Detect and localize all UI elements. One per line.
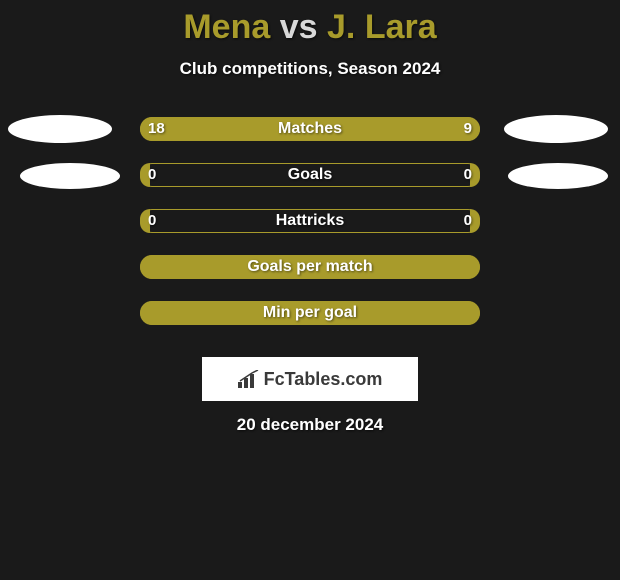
stat-label: Matches <box>140 117 480 141</box>
stat-bar: Min per goal <box>140 301 480 325</box>
player2-name: J. Lara <box>327 8 437 46</box>
logo-box: FcTables.com <box>202 357 418 401</box>
player1-marker <box>20 163 120 189</box>
stats-container: 189Matches 00Goals 00Hattricks Goals per ma… <box>0 117 620 347</box>
stat-bar: 189Matches <box>140 117 480 141</box>
player2-marker <box>508 163 608 189</box>
player1-marker <box>8 115 112 143</box>
player2-marker <box>504 115 608 143</box>
stat-label: Min per goal <box>140 301 480 325</box>
date: 20 december 2024 <box>0 415 620 435</box>
stat-label: Goals per match <box>140 255 480 279</box>
stat-bar: 00Goals <box>140 163 480 187</box>
stat-label: Hattricks <box>140 209 480 233</box>
logo: FcTables.com <box>238 369 383 390</box>
stat-bar: Goals per match <box>140 255 480 279</box>
stat-row: 00Goals <box>0 163 620 209</box>
vs-text: vs <box>280 8 318 46</box>
comparison-title: Mena vs J. Lara <box>0 0 620 47</box>
stat-bar: 00Hattricks <box>140 209 480 233</box>
stat-row: Goals per match <box>0 255 620 301</box>
player1-name: Mena <box>183 8 270 46</box>
logo-text: FcTables.com <box>264 369 383 390</box>
bars-icon <box>238 370 260 388</box>
stat-row: 189Matches <box>0 117 620 163</box>
stat-row: Min per goal <box>0 301 620 347</box>
subtitle: Club competitions, Season 2024 <box>0 59 620 79</box>
stat-row: 00Hattricks <box>0 209 620 255</box>
stat-label: Goals <box>140 163 480 187</box>
